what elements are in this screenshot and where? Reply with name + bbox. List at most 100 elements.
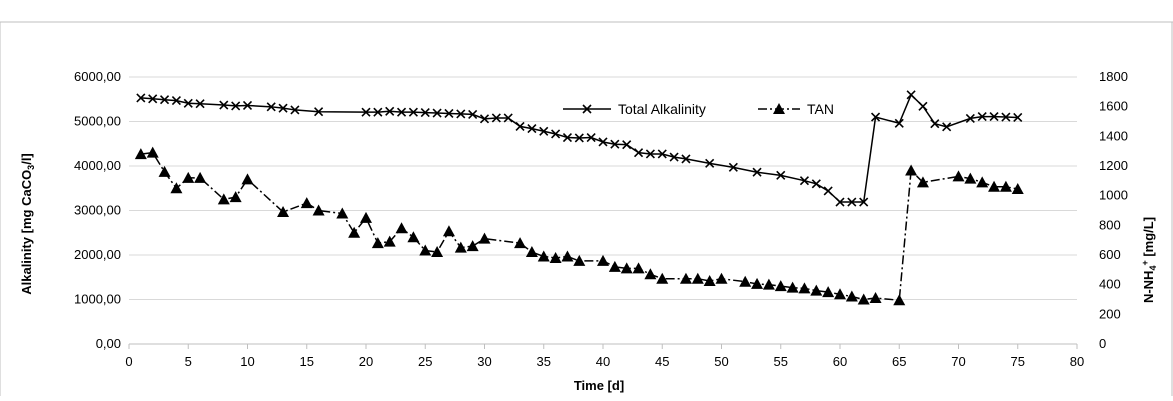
marker-stroke (159, 95, 170, 105)
axes: 0,00 1000,00 2000,00 3000,00 4000,00 5000,00 6… (74, 69, 1128, 369)
tan-point (134, 148, 147, 160)
tan-point (976, 176, 989, 188)
alkalinity-point (539, 126, 549, 136)
alkalinity-point (705, 158, 715, 168)
marker-stroke (290, 105, 300, 115)
x-axis-label: Time [d] (574, 378, 624, 393)
x-tick-label: 70 (951, 354, 965, 369)
marker-stroke (503, 113, 513, 123)
alkalinity-point (930, 119, 940, 129)
y-right-tick-label: 600 (1099, 247, 1121, 262)
tan-point (407, 231, 420, 243)
alkalinity-point (290, 105, 300, 115)
marker-stroke (906, 90, 916, 100)
alkalinity-line (140, 93, 1018, 203)
y-right-label-sup: + (1140, 260, 1150, 265)
alkalinity-point (562, 132, 573, 143)
tan-point (715, 272, 728, 284)
legend-tan-marker (773, 103, 785, 114)
tan-point (419, 244, 432, 256)
alkalinity-point (574, 133, 584, 143)
tan-point (194, 171, 207, 183)
alkalinity-point (515, 121, 525, 131)
marker-stroke (148, 94, 158, 104)
x-tick-label: 75 (1011, 354, 1025, 369)
marker-stroke (551, 129, 561, 139)
x-tick-label: 80 (1070, 354, 1084, 369)
tan-point (869, 292, 882, 304)
tan-point (158, 165, 171, 177)
tan-point (360, 211, 372, 223)
tan-point (478, 232, 491, 244)
tan-point (431, 246, 444, 258)
marker-stroke (408, 107, 418, 117)
alkalinity-point (314, 107, 324, 117)
tan-point (857, 293, 870, 305)
y-right-tick-label: 0 (1099, 336, 1106, 351)
tan-point (893, 294, 906, 306)
marker-stroke (574, 133, 584, 143)
tan-point (537, 250, 550, 262)
alkalinity-point (468, 109, 478, 119)
marker-stroke (645, 149, 655, 159)
y-right-tick-label: 1200 (1099, 158, 1128, 173)
tan-point (632, 262, 645, 274)
tan-point (786, 281, 799, 293)
marker-stroke (396, 107, 407, 117)
marker-stroke (622, 140, 632, 150)
x-tick-label: 35 (537, 354, 551, 369)
tan-point (656, 272, 669, 284)
marker-stroke (859, 197, 869, 207)
alkalinity-point (859, 197, 869, 207)
tan-point (336, 207, 349, 219)
tan-point (822, 286, 835, 298)
marker-stroke (657, 149, 667, 159)
legend-alkalinity-label: Total Alkalinity (618, 101, 706, 117)
alkalinity-point (989, 112, 999, 122)
gridlines (129, 76, 1077, 345)
alkalinity-point (361, 107, 371, 117)
marker-stroke (231, 101, 241, 111)
tan-point (229, 191, 242, 203)
marker-stroke (610, 139, 620, 149)
marker-stroke (539, 126, 549, 136)
alkalinity-point (444, 108, 454, 119)
alkalinity-point (171, 96, 181, 106)
y-right-tick-label: 800 (1099, 217, 1121, 232)
y-left-tick-label: 0,00 (96, 336, 121, 351)
y-left-label-sub: 3 (26, 165, 36, 170)
tan-point (146, 146, 159, 158)
alkalinity-point (681, 154, 691, 164)
y-left-tick-label: 5000,00 (74, 114, 121, 129)
marker-stroke (361, 107, 371, 117)
legend: Total Alkalinity TAN (563, 101, 834, 117)
x-tick-label: 60 (833, 354, 847, 369)
alkalinity-point (1013, 112, 1023, 123)
tan-point (691, 272, 704, 284)
y-right-tick-label: 1000 (1099, 188, 1128, 203)
legend-tan-label: TAN (807, 101, 834, 117)
tan-point (964, 172, 977, 184)
marker-stroke (432, 108, 442, 118)
marker-stroke (278, 103, 288, 113)
alkalinity-point (823, 186, 833, 196)
marker-stroke (242, 100, 253, 111)
marker-stroke (894, 118, 904, 128)
alkalinity-point (965, 113, 975, 123)
tan-point (703, 274, 716, 286)
tan-point (762, 278, 775, 290)
alkalinity-point (231, 101, 241, 111)
tan-point (999, 180, 1012, 192)
x-tick-label: 40 (596, 354, 610, 369)
tan-point (525, 246, 538, 258)
alkalinity-point (598, 137, 608, 147)
tan-point (1011, 182, 1024, 194)
marker-stroke (136, 93, 146, 103)
alkalinity-point (527, 124, 537, 134)
tan-point (454, 241, 467, 253)
marker-stroke (266, 102, 276, 112)
alkalinity-point (420, 108, 430, 118)
marker-stroke (562, 132, 573, 143)
tan-point (348, 226, 361, 238)
